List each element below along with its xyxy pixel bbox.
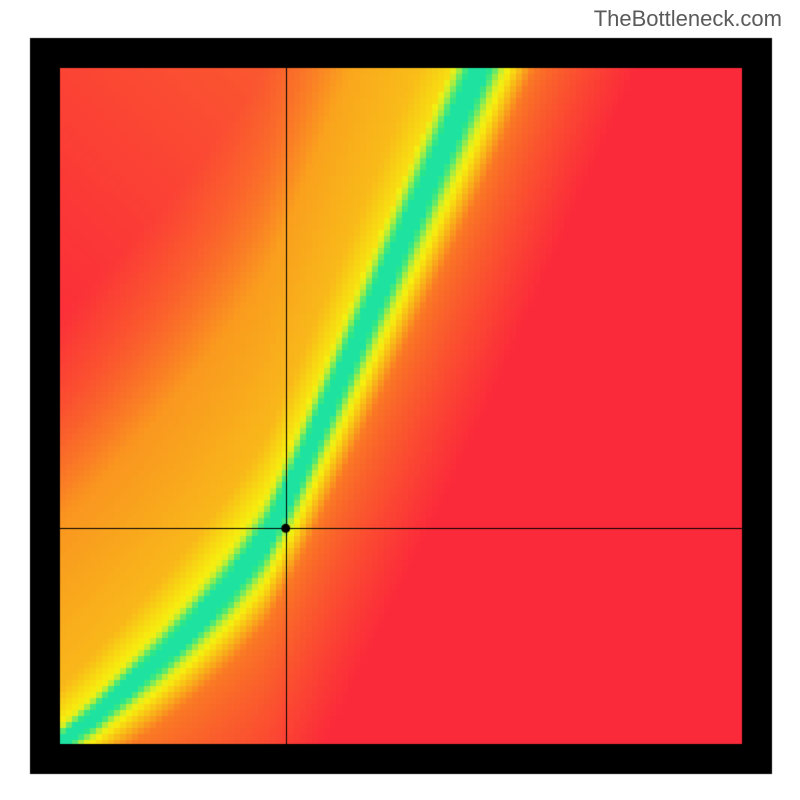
chart-container: TheBottleneck.com — [0, 0, 800, 800]
heatmap-canvas — [0, 0, 800, 800]
watermark-text: TheBottleneck.com — [594, 6, 782, 32]
